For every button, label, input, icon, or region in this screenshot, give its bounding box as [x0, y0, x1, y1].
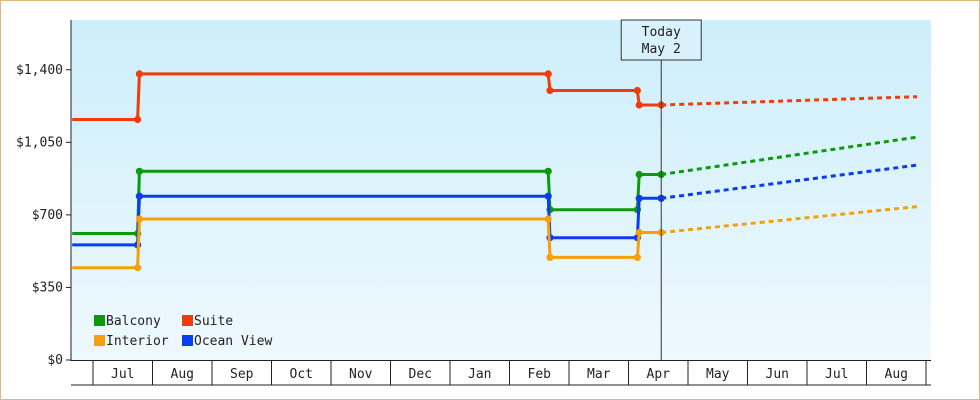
x-tick-label: Apr: [647, 367, 671, 382]
x-tick-label: Aug: [171, 367, 194, 382]
legend-label-interior: Interior: [106, 334, 169, 349]
data-point-interior: [134, 264, 142, 272]
data-point-suite: [134, 115, 142, 124]
data-point-balcony: [635, 170, 643, 179]
data-point-interior: [633, 253, 642, 261]
data-point-interior: [135, 215, 143, 223]
x-tick-label: Jul: [111, 367, 134, 382]
today-label: Today: [642, 25, 681, 40]
y-tick-label: $1,400: [16, 63, 63, 78]
data-point-ocean-view: [544, 192, 552, 200]
data-point-suite: [635, 101, 643, 109]
x-tick-label: Jun: [766, 367, 789, 382]
y-tick-label: $700: [32, 208, 63, 223]
y-tick-label: $350: [32, 280, 63, 295]
series-suite: [72, 70, 918, 124]
x-tick-label: May: [706, 367, 730, 382]
y-tick-label: $1,050: [16, 135, 63, 150]
x-tick-label: Mar: [587, 367, 611, 382]
legend-swatch-balcony: [94, 315, 105, 326]
data-point-suite: [544, 70, 552, 78]
x-tick-label: Sep: [230, 367, 254, 382]
forecast-line-ocean-view: [661, 163, 918, 200]
x-tick-label: Dec: [409, 367, 432, 382]
data-point-ocean-view: [635, 194, 643, 202]
forecast-line-interior: [661, 205, 918, 234]
x-tick-label: Aug: [885, 367, 908, 382]
data-point-ocean-view: [135, 192, 143, 200]
data-point-suite: [546, 86, 554, 95]
x-tick-label: Oct: [290, 367, 313, 382]
series-line-interior: [72, 217, 662, 270]
today-box: [620, 19, 702, 61]
legend-swatch-ocean-view: [182, 335, 193, 346]
forecast-line-suite: [661, 95, 918, 107]
data-point-interior: [635, 228, 643, 237]
today-date: May 2: [642, 42, 681, 57]
legend-swatch-suite: [182, 315, 193, 326]
x-tick-label: Jul: [825, 367, 848, 382]
x-tick-label: Nov: [349, 367, 373, 382]
data-point-suite: [633, 86, 642, 95]
legend-label-balcony: Balcony: [106, 314, 161, 329]
y-tick-label: $0: [47, 353, 63, 368]
series-interior: [72, 205, 918, 272]
forecast-line-balcony: [660, 135, 918, 176]
data-point-interior: [544, 215, 552, 223]
data-point-balcony: [135, 167, 143, 175]
legend-label-suite: Suite: [194, 314, 233, 329]
legend-swatch-interior: [94, 335, 105, 346]
data-point-balcony: [544, 167, 552, 175]
x-tick-label: Feb: [528, 367, 552, 382]
plot-area: [71, 20, 931, 360]
data-point-interior: [546, 253, 554, 261]
data-point-suite: [135, 70, 143, 78]
legend-label-ocean-view: Ocean View: [194, 334, 272, 349]
x-tick-label: Jan: [468, 367, 491, 382]
